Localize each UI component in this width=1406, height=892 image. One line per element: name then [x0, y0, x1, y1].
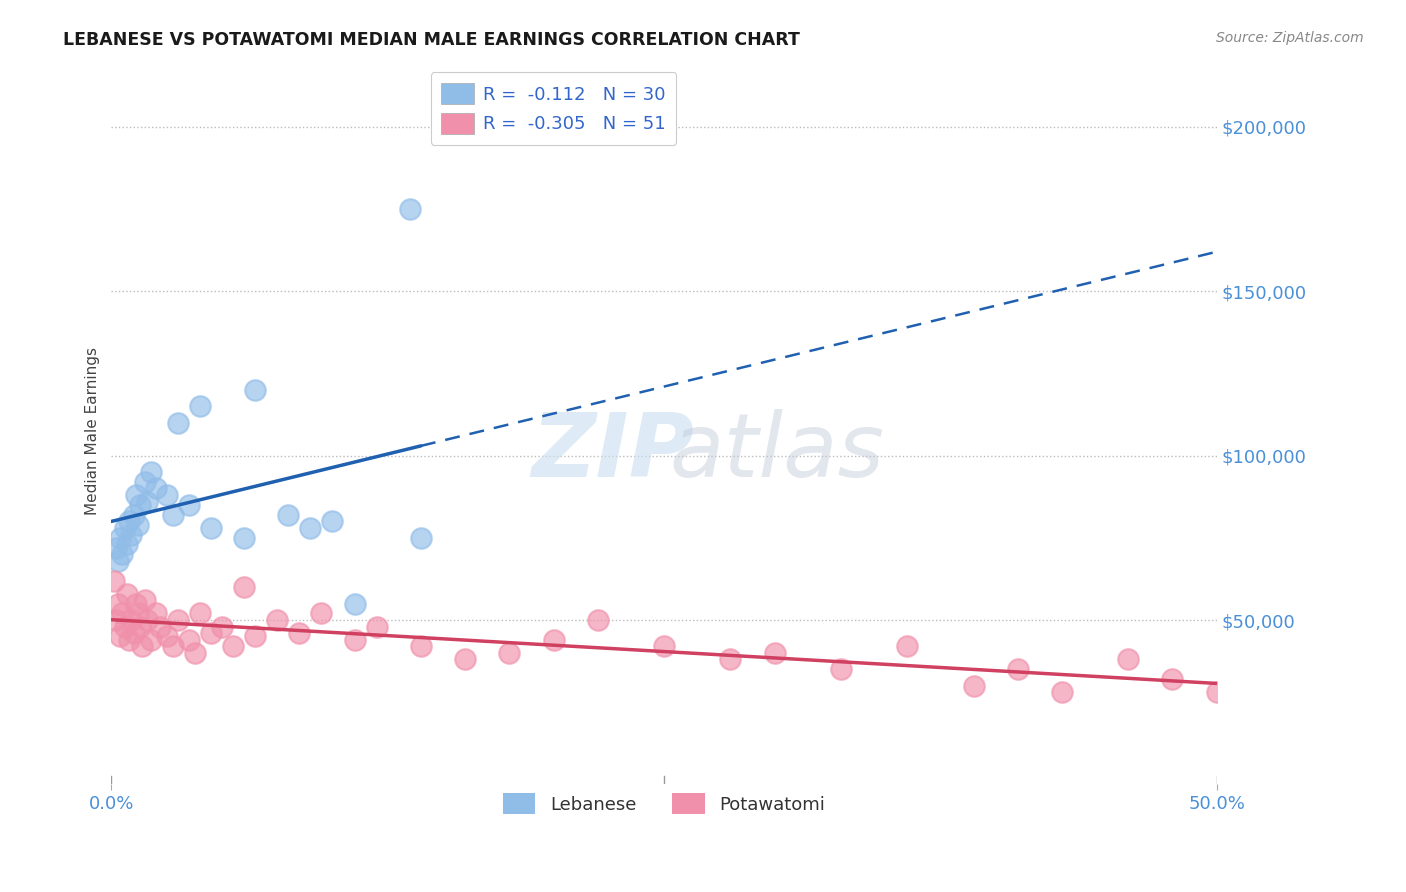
Point [131, 640, 153, 654]
Point [145, 482, 167, 496]
Point [718, 652, 741, 666]
Point [103, 574, 125, 588]
Point [129, 619, 152, 633]
Text: atlas: atlas [669, 409, 884, 495]
Point [122, 508, 145, 522]
Point [277, 508, 299, 522]
Point [107, 597, 129, 611]
Legend: Lebanese, Potawatomi: Lebanese, Potawatomi [492, 782, 837, 825]
Point [110, 630, 132, 644]
Point [184, 646, 207, 660]
Point [111, 547, 134, 561]
Point [188, 607, 211, 621]
Y-axis label: Median Male Earnings: Median Male Earnings [86, 347, 100, 515]
Point [166, 416, 188, 430]
Point [135, 494, 157, 508]
Point [162, 640, 184, 654]
Point [162, 508, 184, 522]
Point [156, 488, 179, 502]
Point [1116, 652, 1139, 666]
Point [111, 607, 134, 621]
Point [454, 652, 477, 666]
Point [398, 202, 420, 216]
Point [211, 619, 233, 633]
Point [243, 383, 266, 397]
Point [962, 679, 984, 693]
Text: LEBANESE VS POTAWATOMI MEDIAN MALE EARNINGS CORRELATION CHART: LEBANESE VS POTAWATOMI MEDIAN MALE EARNI… [63, 31, 800, 49]
Point [1161, 672, 1184, 686]
Point [118, 632, 141, 647]
Point [200, 521, 222, 535]
Point [652, 640, 675, 654]
Text: ZIP: ZIP [531, 409, 695, 496]
Point [343, 632, 366, 647]
Point [299, 521, 322, 535]
Point [498, 646, 520, 660]
Point [120, 527, 142, 541]
Point [107, 554, 129, 568]
Point [830, 662, 852, 676]
Point [177, 498, 200, 512]
Point [409, 640, 432, 654]
Point [104, 541, 127, 555]
Point [125, 488, 148, 502]
Text: Source: ZipAtlas.com: Source: ZipAtlas.com [1216, 31, 1364, 45]
Point [129, 498, 152, 512]
Point [311, 607, 333, 621]
Point [135, 613, 157, 627]
Point [141, 632, 163, 647]
Point [266, 613, 288, 627]
Point [166, 613, 188, 627]
Point [288, 626, 311, 640]
Point [115, 587, 138, 601]
Point [233, 580, 256, 594]
Point [122, 626, 145, 640]
Point [1205, 685, 1227, 699]
Point [141, 465, 163, 479]
Point [321, 514, 343, 528]
Point [127, 517, 149, 532]
Point [233, 531, 256, 545]
Point [1050, 685, 1073, 699]
Point [896, 640, 918, 654]
Point [114, 619, 136, 633]
Point [118, 514, 141, 528]
Point [222, 640, 245, 654]
Point [104, 613, 127, 627]
Point [125, 597, 148, 611]
Point [110, 531, 132, 545]
Point [177, 632, 200, 647]
Point [134, 593, 156, 607]
Point [763, 646, 786, 660]
Point [149, 619, 172, 633]
Point [145, 607, 167, 621]
Point [156, 630, 179, 644]
Point [188, 399, 211, 413]
Point [543, 632, 565, 647]
Point [366, 619, 388, 633]
Point [127, 607, 149, 621]
Point [1007, 662, 1029, 676]
Point [134, 475, 156, 489]
Point [120, 613, 142, 627]
Point [243, 630, 266, 644]
Point [586, 613, 609, 627]
Point [343, 597, 366, 611]
Point [114, 521, 136, 535]
Point [115, 537, 138, 551]
Point [200, 626, 222, 640]
Point [409, 531, 432, 545]
